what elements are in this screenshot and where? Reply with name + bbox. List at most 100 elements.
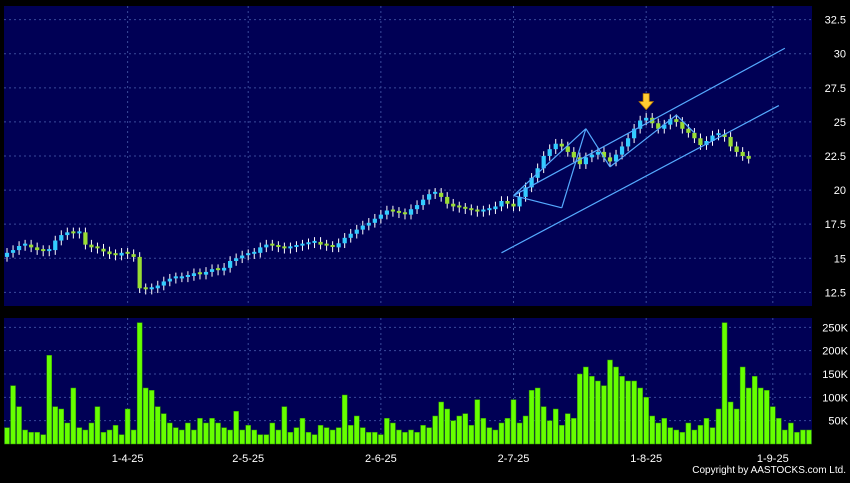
price-tick-label: 30 [834,49,846,61]
volume-bar [191,429,197,445]
volume-bar [100,432,107,445]
candle-body [300,243,305,246]
volume-tick-label: 100K [822,392,848,404]
candle-body [559,143,564,147]
volume-bar [414,432,420,445]
candle-body [469,208,474,211]
zigzag-segment [675,114,695,134]
volume-bar [384,418,390,445]
volume-bar [4,427,10,445]
candle-body [282,246,287,249]
volume-bar [112,425,119,445]
candle-body [119,252,124,256]
candle-body [89,244,94,248]
price-tick-label: 17.5 [825,219,846,231]
candle-body [692,132,697,139]
candle-body [529,177,534,188]
volume-bar [366,432,372,445]
volume-bar [534,387,541,445]
candle-body [143,287,148,290]
date-tick-label: 2-6-25 [365,453,397,465]
candle-body [161,281,166,286]
price-tick-label: 25 [834,117,846,129]
volume-bar [721,322,728,445]
candle-body [197,272,203,275]
volume-bar [679,432,686,445]
price-tick-label: 20 [834,185,846,197]
volume-bar [76,427,83,445]
volume-bar [528,390,535,445]
candle-body [517,196,522,207]
copyright-text: Copyright by AASTOCKS.com Ltd. [692,465,846,476]
volume-bar [323,427,330,445]
candle-body [59,235,64,241]
candle-body [35,247,40,251]
candle-body [348,233,353,238]
volume-bar [643,397,649,445]
volume-bar [625,380,631,445]
candle-body [173,276,178,279]
volume-bar [559,425,565,445]
volume-bar [751,376,758,445]
candle-body [77,231,82,234]
candle-body [463,206,468,209]
arrow-annotation [638,93,655,111]
candle-body [565,146,570,152]
candle-body [264,244,269,248]
volume-bar [498,422,505,445]
volume-bar [28,432,34,445]
volume-bar [715,408,722,445]
candle-body [209,269,215,272]
candle-body [330,245,335,247]
volume-bar [637,387,643,445]
date-tick-label: 1-9-25 [757,453,789,465]
volume-bar [432,415,438,445]
candle-body [215,268,221,271]
candle-body [595,151,601,155]
volume-bar [305,432,312,445]
volume-bar [697,425,704,445]
price-tick-label: 12.5 [825,287,846,299]
volume-bar [82,429,89,445]
volume-bar [142,387,149,445]
volume-bar [739,366,746,445]
candle-body [318,241,323,245]
volume-bar [46,355,52,445]
volume-bar [257,434,263,445]
volume-bar [197,418,203,445]
down-arrow-icon [638,93,655,111]
candle-body [505,201,510,204]
volume-bar [185,422,191,445]
volume-bar [64,422,71,445]
volume-bar [167,422,173,445]
channel-upper-line [513,47,786,197]
volume-bar [245,425,251,445]
volume-bar [269,422,276,445]
candle-body [384,210,390,215]
volume-bar [613,366,619,445]
candle-body [704,141,709,146]
candle-body [541,156,546,169]
candle-body [408,209,414,215]
volume-bar [661,418,667,445]
volume-tick-label: 200K [822,346,848,358]
candle-body [457,205,462,208]
volume-bar [251,429,257,445]
candle-body [613,154,619,162]
candle-body [324,243,329,246]
volume-bar [299,418,306,445]
volume-bar [10,385,16,445]
candle-body [378,214,383,219]
volume-bar [516,422,523,445]
volume-bar [372,432,378,445]
volume-bar [293,427,300,445]
volume-bar [727,401,734,445]
volume-bar [34,432,40,445]
volume-bar [788,422,794,445]
candle-body [656,123,661,129]
candle-body [734,146,739,152]
volume-axis: 250K 200K 150K 100K 50K [822,322,848,427]
volume-bar [408,429,414,445]
